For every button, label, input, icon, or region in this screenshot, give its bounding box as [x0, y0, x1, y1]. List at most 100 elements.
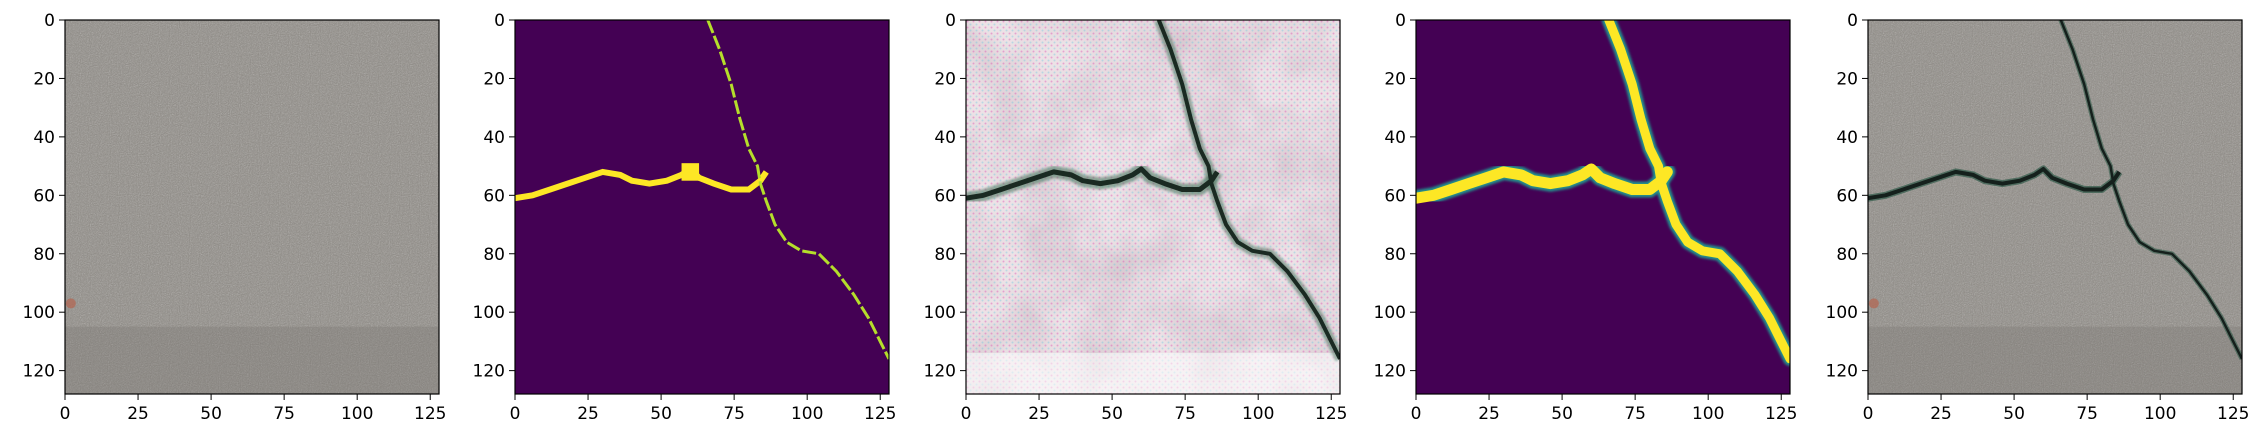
x-tick-label: 0 — [510, 404, 521, 424]
y-tick-label: 100 — [23, 303, 55, 323]
panel-image-asphalt-photo-with-synthetic-crack — [1868, 20, 2242, 394]
mask-crack-blob — [681, 163, 700, 181]
x-tick-label: 125 — [1765, 404, 1797, 424]
x-tick-label: 50 — [650, 404, 672, 424]
x-tick-label: 25 — [1028, 404, 1050, 424]
axes-frame — [1415, 19, 1791, 395]
x-tick-label: 75 — [723, 404, 745, 424]
panel-5: 0 25 50 75 100 125 0 20 40 60 80 100 120 — [1826, 11, 2250, 424]
y-tick-label: 20 — [483, 69, 505, 89]
y-tick-label: 40 — [33, 128, 55, 148]
x-tick-label: 75 — [273, 404, 295, 424]
x-tick-label: 0 — [60, 404, 71, 424]
crack-line — [2059, 20, 2242, 360]
y-tick-label: 60 — [483, 186, 505, 206]
axes-frame — [1867, 19, 2243, 395]
x-tick-label: 25 — [577, 404, 599, 424]
texture-crack — [1156, 20, 1340, 360]
x-tick-label: 50 — [1551, 404, 1573, 424]
y-tick-label: 0 — [1395, 11, 1406, 31]
x-tick-label: 0 — [1863, 404, 1874, 424]
x-tick-label: 75 — [1624, 404, 1646, 424]
y-tick-label: 80 — [33, 245, 55, 265]
y-tick-label: 0 — [494, 11, 505, 31]
x-tick-label: 125 — [2217, 404, 2249, 424]
mask-crack — [706, 20, 889, 360]
y-tick-label: 100 — [1374, 303, 1406, 323]
y-tick-label: 20 — [1836, 69, 1858, 89]
prediction-crack — [1604, 20, 1790, 364]
y-tick-label: 20 — [1384, 69, 1406, 89]
x-tick-label: 125 — [1315, 404, 1347, 424]
crack-line — [1868, 167, 2121, 201]
x-tick-label: 25 — [1930, 404, 1952, 424]
y-tick-label: 80 — [1384, 245, 1406, 265]
panel-image-smooth-crack-prediction — [1416, 20, 1790, 394]
red-spot — [65, 298, 76, 309]
panel-image-binary-crack-mask — [515, 20, 889, 394]
y-tick-label: 20 — [934, 69, 956, 89]
x-tick-label: 100 — [1242, 404, 1274, 424]
x-tick-label: 0 — [1411, 404, 1422, 424]
x-tick-label: 25 — [1478, 404, 1500, 424]
panel-4: 0 25 50 75 100 125 0 20 40 60 80 100 120 — [1374, 11, 1798, 424]
x-tick-label: 25 — [127, 404, 149, 424]
x-tick-label: 75 — [1174, 404, 1196, 424]
asphalt-grain — [65, 20, 439, 394]
red-spot — [1868, 298, 1879, 309]
axes-frame — [64, 19, 440, 395]
axes-frame — [514, 19, 890, 395]
mask-crack — [515, 165, 769, 202]
y-tick-label: 120 — [1374, 362, 1406, 382]
x-tick-label: 0 — [961, 404, 972, 424]
y-tick-label: 60 — [1384, 186, 1406, 206]
y-tick-label: 0 — [1847, 11, 1858, 31]
asphalt-shadow — [65, 326, 439, 394]
x-tick-label: 75 — [2076, 404, 2098, 424]
y-tick-label: 120 — [23, 362, 55, 382]
texture-bright-band — [966, 353, 1340, 394]
panel-image-asphalt-photo-without-crack — [65, 20, 439, 394]
panel-3: 0 25 50 75 100 125 0 20 40 60 80 100 120 — [924, 11, 1348, 424]
panel-image-generated-crack-texture — [966, 20, 1340, 394]
y-tick-label: 40 — [1384, 128, 1406, 148]
x-tick-label: 125 — [864, 404, 896, 424]
y-tick-label: 0 — [945, 11, 956, 31]
x-tick-label: 100 — [2144, 404, 2176, 424]
y-tick-label: 120 — [924, 362, 956, 382]
y-tick-label: 40 — [934, 128, 956, 148]
y-tick-label: 120 — [1826, 362, 1858, 382]
asphalt-grain — [1868, 20, 2242, 394]
panel-1: 0 25 50 75 100 125 0 20 40 60 80 100 120 — [23, 11, 447, 424]
axes-frame — [965, 19, 1341, 395]
y-tick-label: 80 — [934, 245, 956, 265]
asphalt-shadow — [1868, 326, 2242, 394]
x-tick-label: 100 — [341, 404, 373, 424]
x-tick-label: 125 — [414, 404, 446, 424]
y-tick-label: 100 — [1826, 303, 1858, 323]
y-tick-label: 40 — [1836, 128, 1858, 148]
y-tick-label: 0 — [44, 11, 55, 31]
y-tick-label: 60 — [934, 186, 956, 206]
y-tick-label: 80 — [483, 245, 505, 265]
y-tick-label: 60 — [33, 186, 55, 206]
y-tick-label: 100 — [473, 303, 505, 323]
y-tick-label: 80 — [1836, 245, 1858, 265]
prediction-crack — [1416, 163, 1673, 204]
texture-moire — [966, 20, 1340, 394]
x-tick-label: 50 — [200, 404, 222, 424]
x-tick-label: 100 — [791, 404, 823, 424]
mask-background — [515, 20, 889, 394]
texture-crack — [966, 166, 1220, 201]
y-tick-label: 100 — [924, 303, 956, 323]
x-tick-label: 50 — [2003, 404, 2025, 424]
x-tick-label: 50 — [1101, 404, 1123, 424]
panel-2: 0 25 50 75 100 125 0 20 40 60 80 100 120 — [473, 11, 897, 424]
prediction-background — [1416, 20, 1790, 394]
y-tick-label: 40 — [483, 128, 505, 148]
y-tick-label: 60 — [1836, 186, 1858, 206]
x-tick-label: 100 — [1692, 404, 1724, 424]
y-tick-label: 20 — [33, 69, 55, 89]
